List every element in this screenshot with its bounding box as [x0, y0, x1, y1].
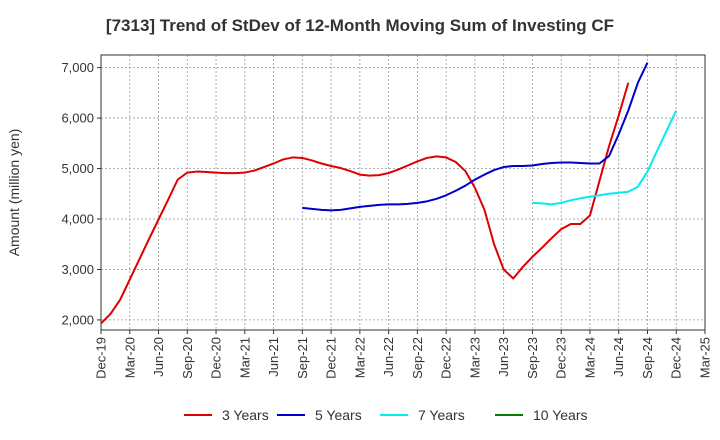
x-tick-label: Mar-23	[467, 337, 482, 378]
legend-label: 3 Years	[222, 407, 269, 423]
x-tick-label: Dec-20	[209, 337, 224, 379]
y-tick-label: 2,000	[61, 312, 94, 327]
x-tick-label: Dec-23	[554, 337, 569, 379]
x-tick-label: Mar-21	[237, 337, 252, 378]
legend-label: 5 Years	[315, 407, 362, 423]
x-tick-label: Sep-23	[525, 337, 540, 379]
x-tick-label: Dec-19	[94, 337, 109, 379]
y-tick-label: 3,000	[61, 262, 94, 277]
y-tick-label: 5,000	[61, 161, 94, 176]
x-tick-label: Sep-20	[180, 337, 195, 379]
x-tick-label: Mar-20	[122, 337, 137, 378]
x-tick-label: Dec-24	[669, 337, 684, 379]
y-axis-title: Amount (million yen)	[6, 129, 22, 257]
x-tick-label: Sep-22	[410, 337, 425, 379]
x-tick-label: Jun-21	[266, 337, 281, 377]
legend-label: 10 Years	[533, 407, 588, 423]
y-tick-label: 6,000	[61, 111, 94, 126]
x-tick-label: Sep-24	[640, 337, 655, 379]
y-tick-label: 7,000	[61, 60, 94, 75]
x-axis: Dec-19 Mar-20 Jun-20 Sep-20 Dec-20 Mar-21 Jun-…	[94, 330, 713, 379]
legend: 3 Years 5 Years 7 Years 10 Years	[184, 407, 588, 423]
x-tick-label: Sep-21	[295, 337, 310, 379]
x-tick-label: Mar-22	[352, 337, 367, 378]
x-tick-label: Dec-21	[324, 337, 339, 379]
series-lines	[100, 62, 678, 325]
x-tick-label: Jun-20	[151, 337, 166, 377]
x-tick-label: Jun-23	[496, 337, 511, 377]
x-tick-label: Mar-24	[582, 337, 597, 378]
y-tick-label: 4,000	[61, 211, 94, 226]
plot-area	[100, 54, 706, 331]
series-line-2	[532, 110, 678, 206]
series-line-0	[100, 82, 630, 325]
grid	[100, 55, 706, 330]
x-tick-label: Jun-24	[611, 337, 626, 377]
x-tick-label: Dec-22	[439, 337, 454, 379]
chart-title: [7313] Trend of StDev of 12-Month Moving…	[106, 16, 614, 35]
y-axis: 2,000 3,000 4,000 5,000 6,000 7,000	[61, 60, 101, 327]
x-tick-label: Mar-25	[698, 337, 713, 378]
legend-label: 7 Years	[418, 407, 465, 423]
x-tick-label: Jun-22	[381, 337, 396, 377]
series-line-1	[302, 62, 649, 212]
